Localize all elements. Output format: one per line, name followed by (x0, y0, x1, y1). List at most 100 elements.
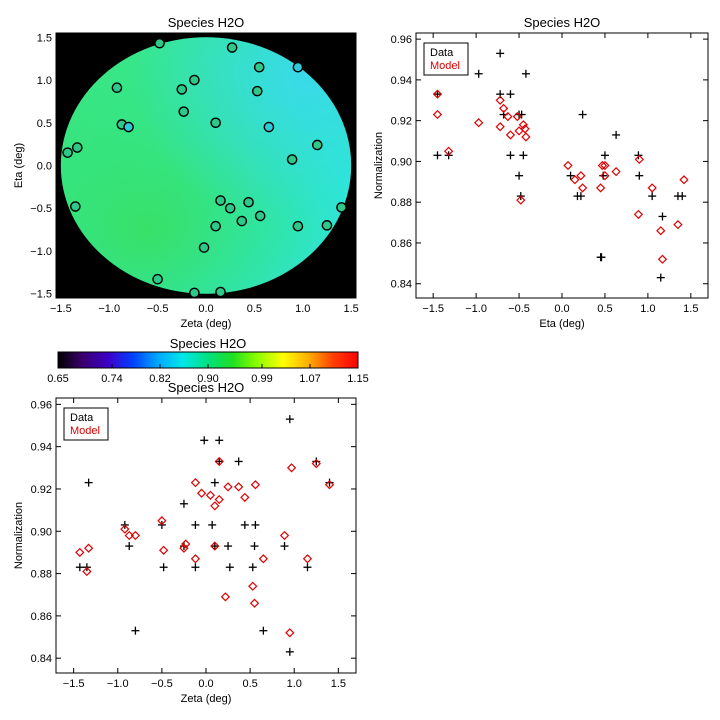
model-marker-diamond (634, 154, 644, 165)
model-marker-diamond (285, 628, 295, 638)
model-marker-diamond (600, 171, 610, 181)
data-point-circle (243, 196, 254, 208)
data-point-circle (224, 202, 236, 214)
model-marker-diamond (302, 554, 313, 564)
data-marker-plus (225, 563, 234, 572)
panel3-frame (55, 397, 357, 674)
data-marker-plus (325, 478, 334, 487)
colorbar-tick-label: 1.07 (299, 373, 320, 385)
panel3-ytick-label: 0.96 (31, 399, 52, 411)
panel3-xtick-label: 1.0 (287, 678, 302, 690)
panel2-xtick-label: 1.5 (683, 303, 698, 315)
data-marker-plus (191, 563, 200, 572)
data-marker-plus (234, 457, 243, 466)
colorbar-title: Species H2O (170, 336, 247, 351)
model-marker-diamond (432, 89, 443, 99)
data-point-circle (70, 201, 81, 212)
model-marker-diamond (205, 490, 216, 500)
panel2-legend-data: Data (430, 47, 454, 59)
model-marker-diamond (196, 488, 207, 498)
model-marker-diamond (249, 598, 260, 608)
panel1-ylabel: Eta (deg) (13, 143, 25, 188)
model-marker-diamond (518, 120, 529, 130)
data-marker-plus (248, 563, 257, 572)
data-point-circle (62, 147, 73, 158)
data-point-circle (311, 139, 323, 151)
data-marker-plus (612, 130, 621, 139)
data-marker-plus (215, 436, 224, 445)
data-marker-plus (496, 49, 505, 58)
model-marker-diamond (248, 581, 258, 591)
panel2-xtick-label: −0.5 (508, 303, 530, 315)
panel1-xtick-label: −1.5 (50, 303, 72, 315)
panel1-ytick-label: 0.5 (37, 118, 52, 130)
data-marker-plus (678, 192, 687, 201)
model-marker-diamond (600, 160, 610, 171)
panel2-title: Species H2O (524, 15, 601, 30)
panel3-xtick-label: −1.5 (63, 678, 85, 690)
colorbar-tick-label: 0.65 (47, 373, 68, 385)
panel2-ytick-label: 0.90 (391, 156, 412, 168)
data-point-circle (176, 84, 188, 95)
panel2-frame (415, 32, 709, 299)
model-marker-diamond (576, 171, 586, 181)
panel1-xtick-label: 0.0 (198, 303, 213, 315)
model-marker-diamond (190, 477, 201, 488)
model-marker-diamond (181, 539, 191, 549)
panel2-xtick-label: 0.0 (554, 303, 569, 315)
panel1-xlabel: Zeta (deg) (181, 318, 232, 330)
panel1-ytick-label: −1.0 (30, 246, 52, 258)
data-marker-plus (433, 90, 442, 99)
data-point-circle (254, 210, 266, 222)
model-marker-diamond (647, 183, 657, 193)
data-marker-plus (634, 151, 643, 160)
model-marker-diamond (82, 566, 92, 577)
data-marker-plus (576, 192, 585, 201)
model-marker-diamond (633, 209, 644, 220)
model-marker-diamond (521, 132, 531, 142)
data-marker-plus (285, 415, 294, 424)
data-marker-plus (191, 520, 200, 529)
panel2-ytick-label: 0.92 (391, 116, 412, 128)
panel1-ytick-label: 1.5 (37, 32, 52, 44)
data-point-circle (226, 42, 238, 53)
model-marker-diamond (250, 480, 261, 490)
model-marker-diamond (157, 516, 167, 526)
model-marker-diamond (214, 494, 224, 505)
panel1-xtick-label: −1.0 (98, 303, 120, 315)
data-point-circle (286, 154, 298, 165)
data-point-circle (111, 82, 123, 94)
model-marker-diamond (324, 480, 335, 490)
model-marker-diamond (432, 109, 443, 120)
model-marker-diamond (279, 530, 290, 541)
data-marker-plus (179, 499, 188, 508)
panel3-ytick-label: 0.88 (31, 569, 52, 581)
data-marker-plus (131, 626, 140, 635)
model-marker-diamond (570, 175, 580, 185)
data-marker-plus (635, 171, 644, 180)
panel2-ytick-label: 0.86 (391, 238, 412, 250)
model-marker-diamond (210, 541, 220, 551)
model-marker-diamond (505, 130, 516, 140)
data-marker-plus (251, 520, 260, 529)
panel1-title: Species H2O (168, 15, 245, 30)
data-marker-plus (215, 457, 224, 466)
panel1-xtick-label: −0.5 (147, 303, 169, 315)
data-marker-plus (506, 90, 515, 99)
data-marker-plus (519, 151, 528, 160)
panel3-xtick-label: 1.5 (331, 678, 346, 690)
data-marker-plus (259, 626, 268, 635)
data-point-circle (292, 220, 304, 232)
data-point-circle (178, 106, 190, 117)
data-point-circle (189, 74, 200, 86)
model-marker-diamond (495, 122, 505, 132)
panel3-xtick-label: −0.5 (151, 678, 173, 690)
heatmap-field-overlay (60, 37, 352, 294)
data-point-circle (215, 195, 226, 206)
colorbar-tick-label: 0.99 (251, 373, 272, 385)
panel3-xlabel: Zeta (deg) (181, 693, 232, 705)
panel2-xtick-label: 1.0 (640, 303, 655, 315)
colorbar-tick-label: 0.90 (197, 373, 218, 385)
data-point-circle (154, 37, 165, 49)
panel3-legend-model: Model (70, 425, 100, 437)
